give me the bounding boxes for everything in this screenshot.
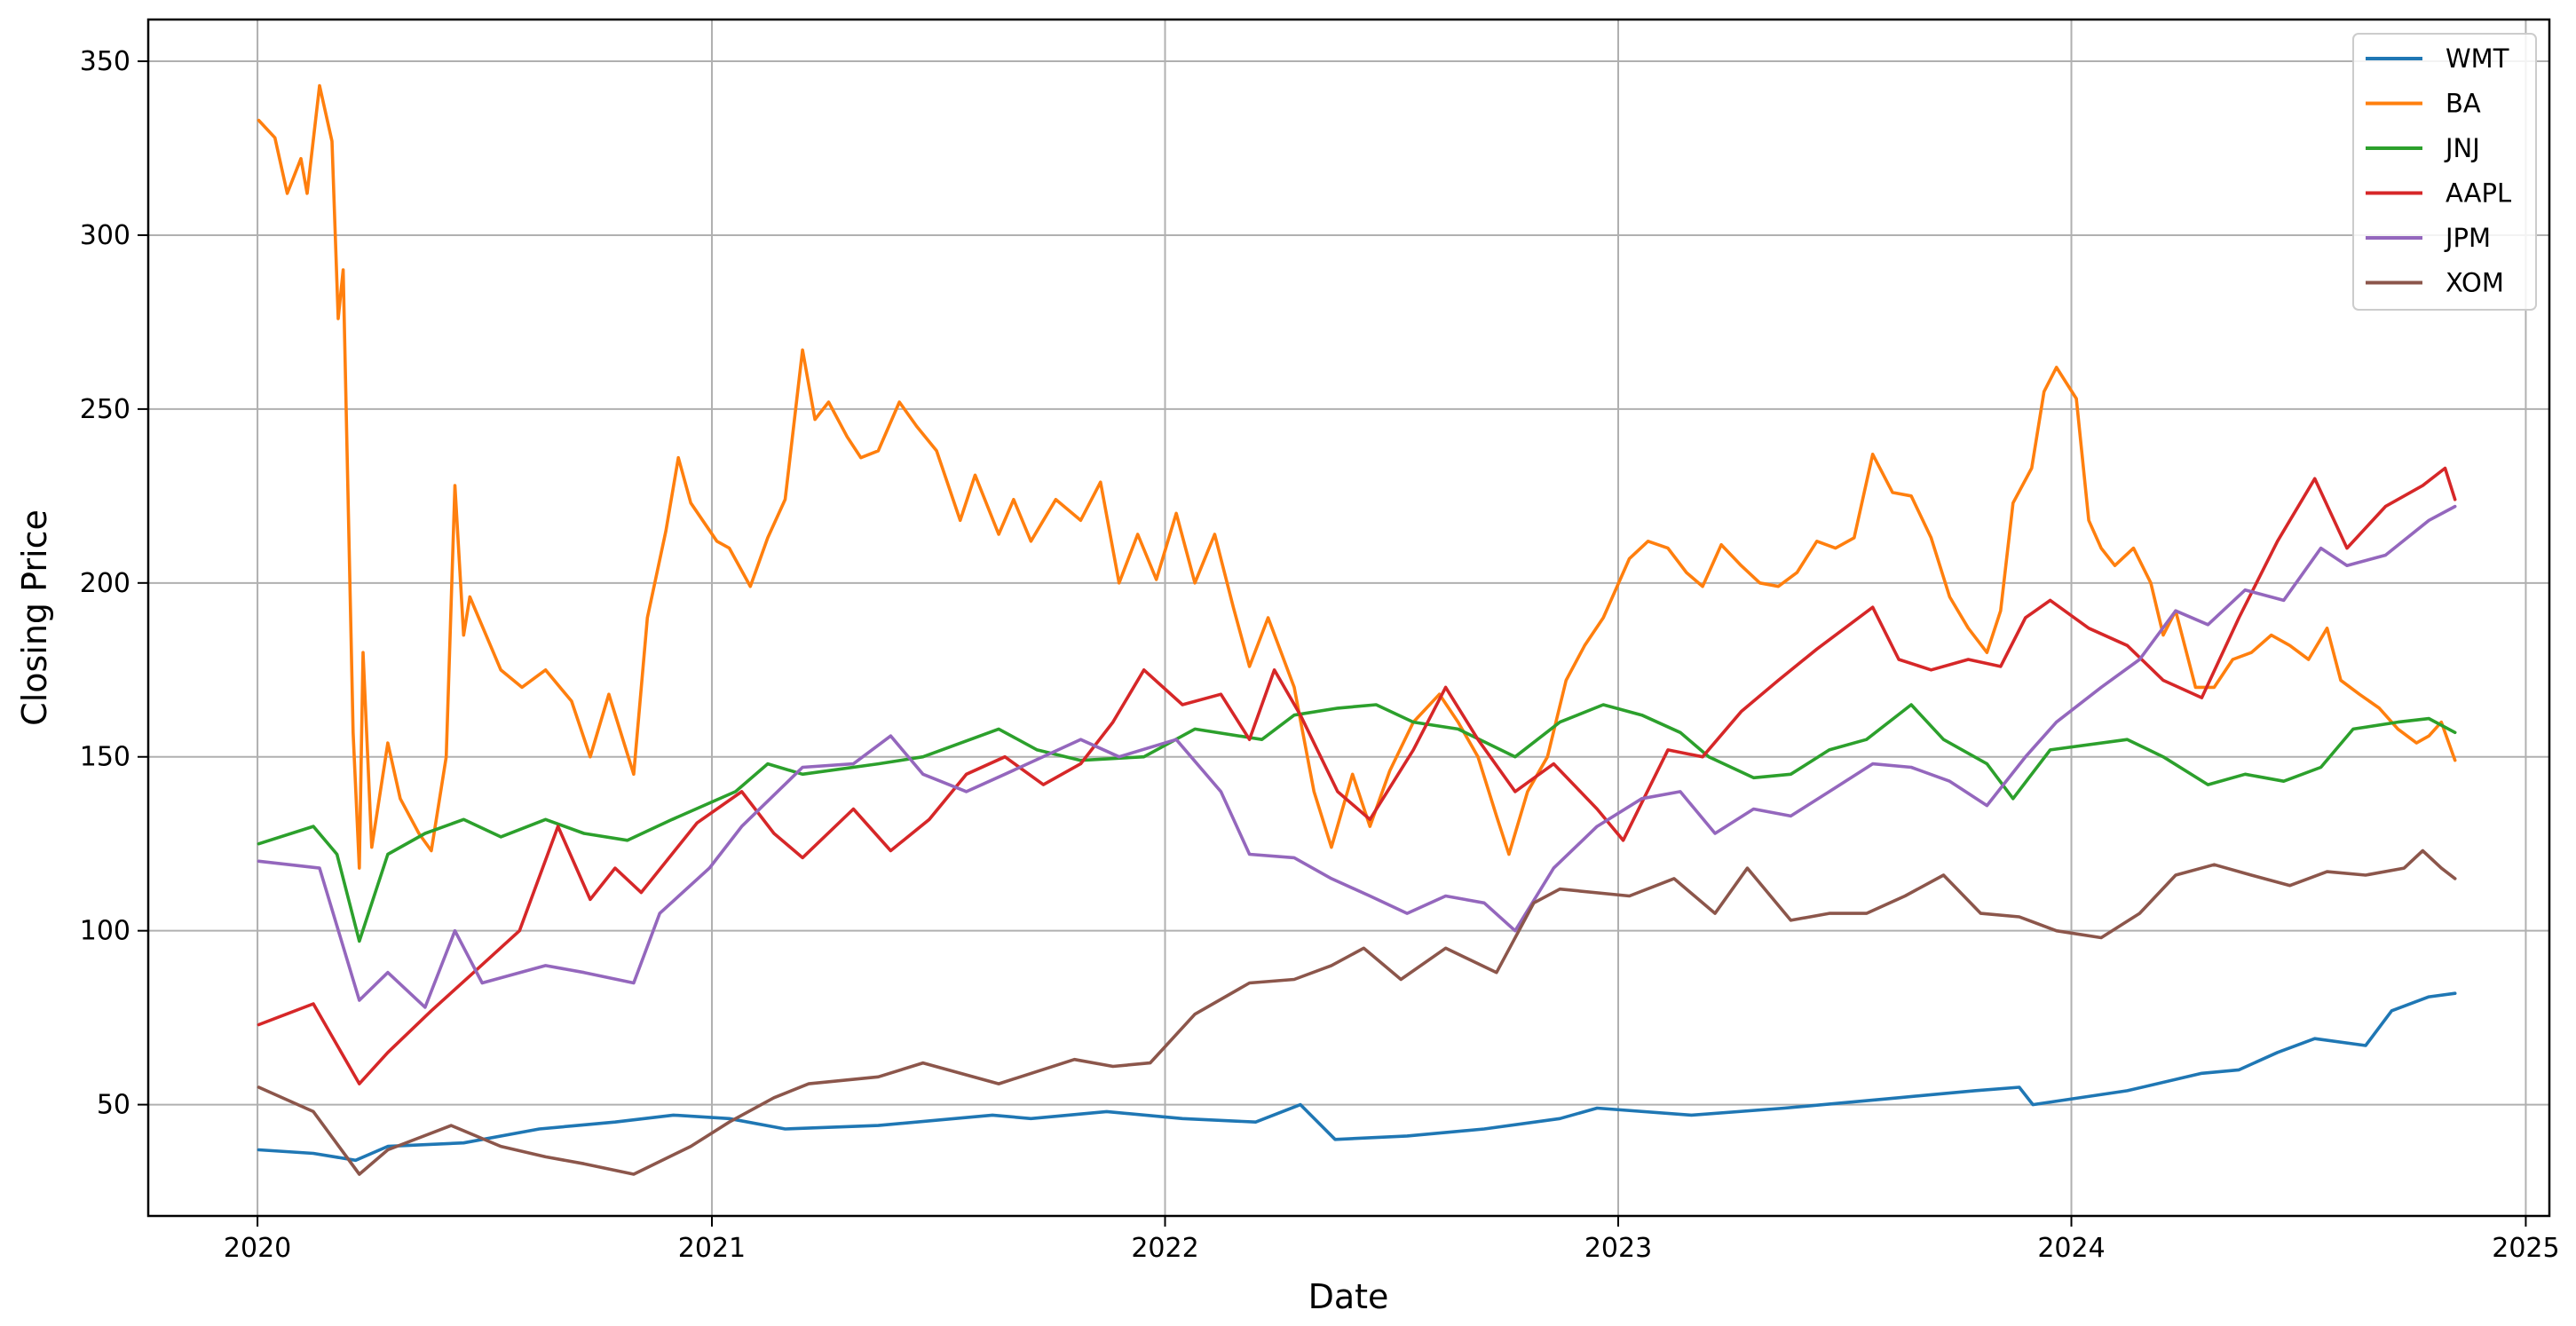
y-axis-label: Closing Price xyxy=(15,509,54,726)
x-tick-label: 2025 xyxy=(2492,1233,2559,1264)
x-tick-label: 2022 xyxy=(1131,1233,1198,1264)
x-tick-label: 2020 xyxy=(224,1233,291,1264)
series-line-ba xyxy=(257,83,2457,870)
legend-label-xom: XOM xyxy=(2446,268,2504,298)
y-tick-label: 50 xyxy=(97,1090,130,1121)
series-line-jnj xyxy=(257,703,2457,943)
axis-ticks: 50 100 150 200 250 300 350 2020 2021 2022 2023 2024… xyxy=(80,46,2560,1264)
x-tick-label: 2024 xyxy=(2037,1233,2105,1264)
legend-label-jnj: JNJ xyxy=(2444,133,2480,163)
legend-box xyxy=(2352,33,2537,311)
y-tick-label: 150 xyxy=(80,742,130,773)
x-tick-label: 2021 xyxy=(678,1233,746,1264)
legend-label-jpm: JPM xyxy=(2444,223,2491,253)
y-tick-label: 100 xyxy=(80,916,130,947)
legend: WMT BA JNJ AAPL JPM XOM xyxy=(2352,33,2537,311)
y-tick-label: 200 xyxy=(80,568,130,599)
series-lines xyxy=(257,83,2457,1176)
grid xyxy=(148,20,2549,1216)
legend-label-aapl: AAPL xyxy=(2446,178,2511,209)
x-axis-label: Date xyxy=(1308,1277,1389,1316)
y-tick-label: 250 xyxy=(80,394,130,425)
y-tick-label: 350 xyxy=(80,46,130,77)
y-tick-label: 300 xyxy=(80,220,130,251)
x-tick-label: 2023 xyxy=(1584,1233,1652,1264)
legend-label-ba: BA xyxy=(2446,89,2481,119)
series-line-wmt xyxy=(257,991,2457,1163)
plot-area-frame xyxy=(146,18,2551,1218)
legend-label-wmt: WMT xyxy=(2446,43,2509,74)
series-line-xom xyxy=(257,848,2457,1176)
series-line-aapl xyxy=(257,466,2457,1085)
series-line-jpm xyxy=(257,504,2457,1009)
